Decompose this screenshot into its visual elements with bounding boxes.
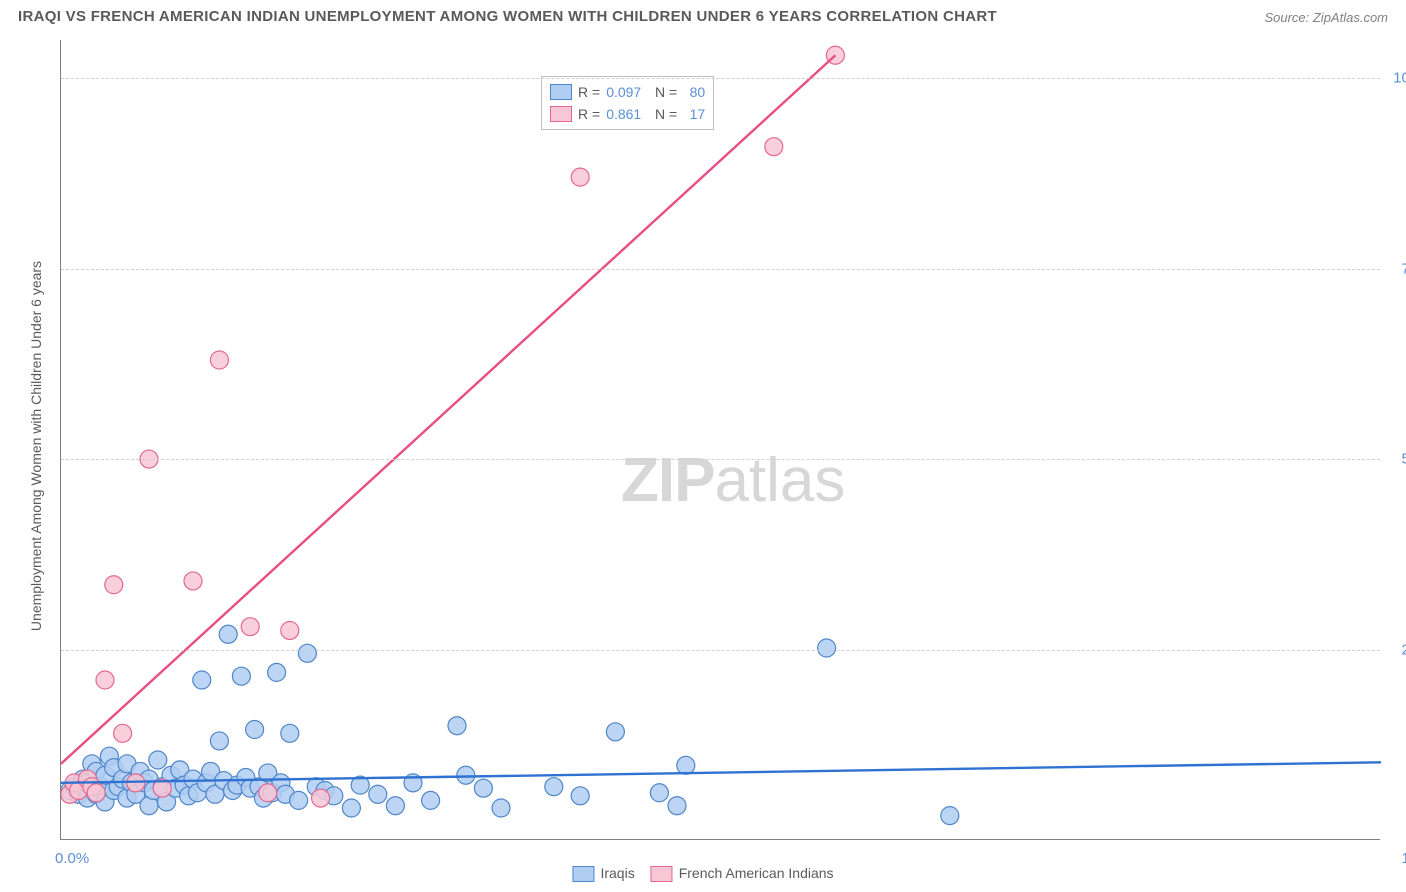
scatter-point	[149, 751, 167, 769]
scatter-point	[677, 756, 695, 774]
scatter-point	[184, 572, 202, 590]
scatter-point	[474, 779, 492, 797]
scatter-point	[219, 625, 237, 643]
y-tick-label: 25.0%	[1401, 641, 1406, 658]
stats-r-value: 0.861	[606, 106, 641, 122]
scatter-point	[545, 778, 563, 796]
scatter-point	[241, 618, 259, 636]
stats-n-label: N =	[647, 84, 677, 100]
scatter-point	[232, 667, 250, 685]
y-axis-title: Unemployment Among Women with Children U…	[28, 261, 44, 631]
grid-line	[61, 459, 1380, 460]
scatter-point	[571, 168, 589, 186]
scatter-point	[668, 797, 686, 815]
scatter-point	[87, 784, 105, 802]
scatter-point	[259, 784, 277, 802]
series-swatch	[550, 84, 572, 100]
chart-svg	[61, 40, 1381, 840]
bottom-legend: Iraqis French American Indians	[572, 865, 833, 882]
scatter-point	[422, 791, 440, 809]
legend-item: Iraqis	[572, 865, 634, 882]
stats-r-label: R =	[578, 84, 600, 100]
stats-n-value: 80	[683, 84, 705, 100]
scatter-point	[96, 671, 114, 689]
scatter-point	[386, 797, 404, 815]
scatter-point	[765, 138, 783, 156]
legend-item: French American Indians	[651, 865, 834, 882]
stats-row: R = 0.097 N = 80	[550, 81, 705, 103]
scatter-point	[448, 717, 466, 735]
scatter-point	[457, 766, 475, 784]
scatter-point	[268, 663, 286, 681]
scatter-point	[281, 724, 299, 742]
x-tick-label: 15.0%	[1401, 850, 1406, 867]
plot-area: ZIPatlas R = 0.097 N = 80R = 0.861 N = 1…	[60, 40, 1380, 840]
scatter-point	[606, 723, 624, 741]
scatter-point	[818, 639, 836, 657]
stats-r-value: 0.097	[606, 84, 641, 100]
scatter-point	[571, 787, 589, 805]
stats-r-label: R =	[578, 106, 600, 122]
scatter-point	[210, 351, 228, 369]
grid-line	[61, 78, 1380, 79]
scatter-point	[369, 785, 387, 803]
stats-n-label: N =	[647, 106, 677, 122]
scatter-point	[492, 799, 510, 817]
scatter-point	[281, 621, 299, 639]
scatter-point	[290, 791, 308, 809]
chart-title: IRAQI VS FRENCH AMERICAN INDIAN UNEMPLOY…	[18, 8, 997, 25]
scatter-point	[210, 732, 228, 750]
legend-label: Iraqis	[600, 865, 634, 881]
scatter-point	[342, 799, 360, 817]
scatter-point	[114, 724, 132, 742]
y-tick-label: 100.0%	[1393, 70, 1406, 87]
scatter-point	[105, 576, 123, 594]
stats-row: R = 0.861 N = 17	[550, 103, 705, 125]
scatter-point	[298, 644, 316, 662]
y-tick-label: 50.0%	[1401, 451, 1406, 468]
scatter-point	[312, 789, 330, 807]
stats-n-value: 17	[683, 106, 705, 122]
stats-legend-box: R = 0.097 N = 80R = 0.861 N = 17	[541, 76, 714, 130]
scatter-point	[941, 807, 959, 825]
legend-swatch	[651, 866, 673, 882]
trend-line	[61, 55, 835, 764]
series-swatch	[550, 106, 572, 122]
legend-label: French American Indians	[679, 865, 834, 881]
source-attribution: Source: ZipAtlas.com	[1264, 10, 1388, 25]
y-tick-label: 75.0%	[1401, 260, 1406, 277]
x-tick-label: 0.0%	[55, 850, 89, 867]
scatter-point	[193, 671, 211, 689]
grid-line	[61, 650, 1380, 651]
scatter-point	[246, 721, 264, 739]
grid-line	[61, 269, 1380, 270]
scatter-point	[650, 784, 668, 802]
legend-swatch	[572, 866, 594, 882]
